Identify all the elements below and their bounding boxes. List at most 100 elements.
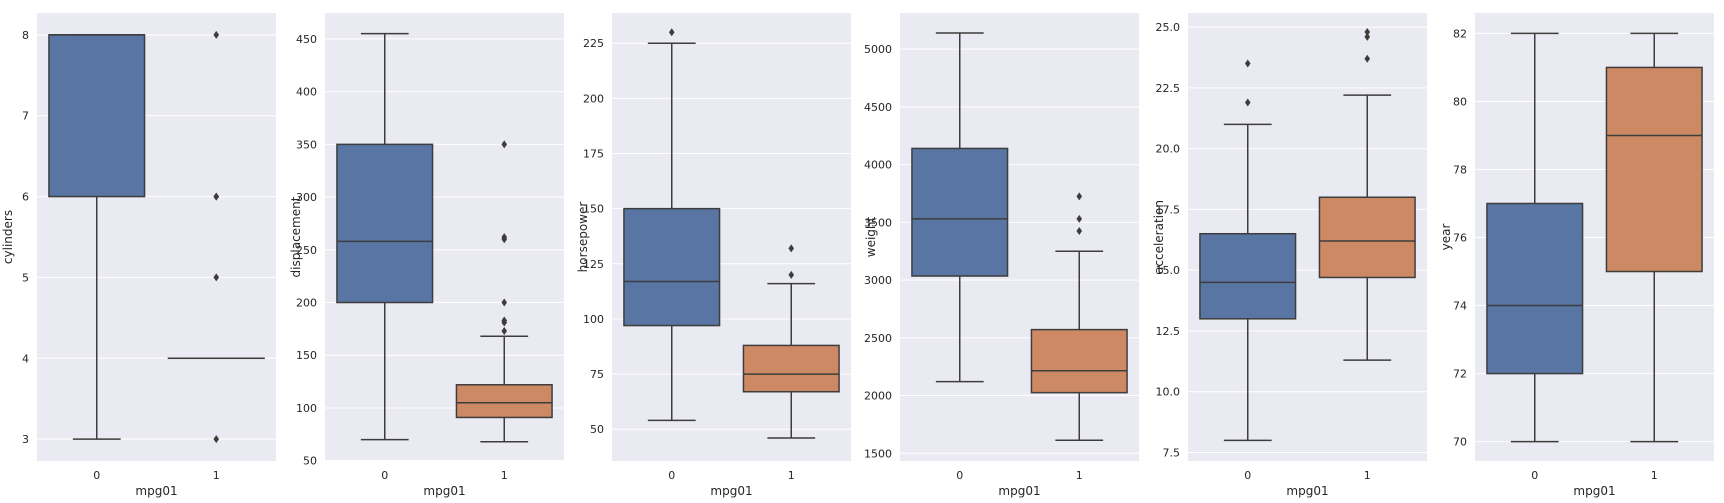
- box-body: [1605, 66, 1703, 273]
- y-tick-label: 72: [1453, 368, 1467, 381]
- box-mpg01-1: [1605, 32, 1703, 443]
- y-tick-label: 1500: [864, 447, 892, 460]
- x-tick-label: 0: [93, 469, 100, 482]
- y-tick-label: 4000: [864, 159, 892, 172]
- y-tick-label: 4: [22, 352, 29, 365]
- y-tick-label: 76: [1453, 232, 1467, 245]
- y-tick-label: 100: [296, 402, 317, 415]
- y-tick-label: 150: [583, 203, 604, 216]
- outlier-point: [668, 28, 675, 37]
- box-mpg01-0: [623, 28, 721, 422]
- y-tick-label: 225: [583, 37, 604, 50]
- y-tick-label: 50: [303, 455, 317, 468]
- box-body: [1030, 328, 1128, 394]
- y-tick-label: 22.5: [1156, 82, 1181, 95]
- x-tick-label: 0: [1531, 469, 1538, 482]
- x-tick-label: 1: [501, 469, 508, 482]
- x-axis-label: mpg01: [998, 484, 1040, 498]
- y-axis-label: horsepower: [576, 202, 590, 273]
- outlier-point: [1076, 192, 1083, 201]
- x-axis-label: mpg01: [1286, 484, 1328, 498]
- x-tick-label: 0: [956, 469, 963, 482]
- box-mpg01-0: [336, 32, 434, 441]
- y-tick-label: 175: [583, 148, 604, 161]
- y-tick-label: 350: [296, 138, 317, 151]
- x-axis-label: mpg01: [423, 484, 465, 498]
- box-body: [336, 143, 434, 304]
- x-axis-label: mpg01: [1573, 484, 1615, 498]
- outlier-point: [501, 140, 508, 149]
- y-tick-label: 82: [1453, 27, 1467, 40]
- x-tick-label: 0: [668, 469, 675, 482]
- y-tick-label: 200: [583, 92, 604, 105]
- y-tick-label: 400: [296, 86, 317, 99]
- outlier-point: [501, 298, 508, 307]
- box-body: [455, 384, 553, 419]
- outlier-point: [501, 233, 508, 242]
- y-axis-label: acceleration: [1152, 200, 1166, 274]
- x-tick-label: 0: [1244, 469, 1251, 482]
- y-tick-label: 15.0: [1156, 264, 1181, 277]
- box-mpg01-1: [1030, 192, 1128, 441]
- outlier-point: [213, 30, 220, 39]
- y-tick-label: 17.5: [1156, 203, 1181, 216]
- outlier-point: [1364, 54, 1371, 63]
- box-body: [1486, 202, 1584, 375]
- x-tick-label: 1: [1076, 469, 1083, 482]
- y-tick-label: 7.5: [1163, 446, 1181, 459]
- box-body: [742, 344, 840, 393]
- outlier-point: [788, 270, 795, 279]
- y-tick-label: 150: [296, 349, 317, 362]
- y-tick-label: 100: [583, 313, 604, 326]
- subplot-displacement: 50 100 150 200 250 300 350 400 450 0 1 mpg01 displac…: [289, 13, 564, 498]
- box-mpg01-0: [48, 34, 146, 440]
- y-tick-label: 50: [590, 423, 604, 436]
- box-mpg01-0: [1199, 59, 1297, 442]
- box-body: [1318, 196, 1416, 279]
- y-tick-label: 74: [1453, 300, 1467, 313]
- y-tick-label: 125: [583, 258, 604, 271]
- y-tick-label: 70: [1453, 436, 1467, 449]
- outlier-point: [213, 273, 220, 282]
- subplot-year: 70 72 74 76 78 80 82 0 1 mpg01 year: [1439, 13, 1714, 498]
- x-tick-label: 1: [1651, 469, 1658, 482]
- x-tick-label: 1: [213, 469, 220, 482]
- box-body: [1199, 232, 1297, 320]
- subplot-horsepower: 50 75 100 125 150 175 200 225 0 1 mpg01 horsepower: [576, 13, 851, 498]
- y-tick-label: 450: [296, 33, 317, 46]
- outlier-point: [213, 192, 220, 201]
- x-tick-label: 0: [381, 469, 388, 482]
- y-tick-label: 2500: [864, 332, 892, 345]
- x-tick-label: 1: [1364, 469, 1371, 482]
- outlier-point: [1244, 59, 1251, 68]
- outlier-point: [501, 316, 508, 325]
- y-tick-label: 6: [22, 191, 29, 204]
- x-tick-label: 1: [788, 469, 795, 482]
- y-tick-label: 3: [22, 433, 29, 446]
- y-tick-label: 78: [1453, 163, 1467, 176]
- y-tick-label: 5000: [864, 43, 892, 56]
- box-body: [623, 207, 721, 327]
- outlier-point: [1076, 226, 1083, 235]
- y-tick-label: 5: [22, 271, 29, 284]
- box-mpg01-1: [1318, 27, 1416, 361]
- box-body: [48, 34, 146, 198]
- y-tick-label: 2000: [864, 390, 892, 403]
- outlier-point: [1244, 98, 1251, 107]
- box-mpg01-0: [1486, 32, 1584, 443]
- y-axis-label: weight: [864, 216, 878, 257]
- y-tick-label: 75: [590, 368, 604, 381]
- outlier-point: [1076, 214, 1083, 223]
- y-tick-label: 8: [22, 29, 29, 42]
- box-mpg01-1: [742, 244, 840, 439]
- box-mpg01-1: [167, 30, 265, 444]
- x-axis-label: mpg01: [135, 484, 177, 498]
- y-tick-label: 25.0: [1156, 21, 1181, 34]
- subplot-acceleration: 7.5 10.0 12.5 15.0 17.5 20.0 22.5 25.0 0 1 mpg01 ac…: [1152, 13, 1427, 498]
- y-tick-label: 3000: [864, 274, 892, 287]
- y-axis-label: displacement: [289, 196, 303, 277]
- y-tick-label: 80: [1453, 95, 1467, 108]
- y-tick-label: 250: [296, 244, 317, 257]
- y-axis-label: year: [1439, 224, 1453, 251]
